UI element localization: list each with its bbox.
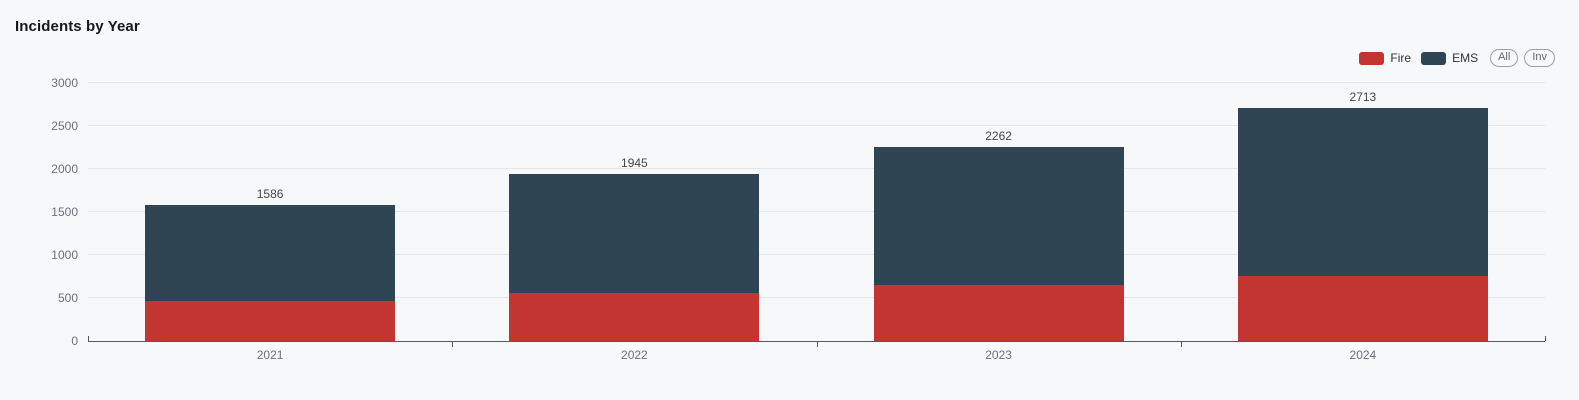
axis-tick — [816, 342, 818, 347]
gridline — [88, 254, 1545, 255]
legend: Fire EMS All Inv — [1359, 49, 1555, 67]
axis-end-tick — [88, 336, 89, 341]
y-axis-label: 2500 — [51, 119, 78, 133]
bar-2022-fire-segment[interactable] — [509, 293, 760, 341]
x-axis-line — [88, 341, 1545, 342]
bar-2024-fire-segment[interactable] — [1237, 275, 1488, 341]
bar-2023-ems-segment[interactable] — [873, 146, 1124, 285]
bar-total-label: 2713 — [1349, 89, 1377, 104]
x-axis-label: 2024 — [1349, 348, 1377, 362]
legend-item-label: Fire — [1390, 51, 1412, 65]
legend-swatch-ems-icon — [1421, 51, 1447, 65]
y-axis-label: 1500 — [51, 205, 78, 219]
y-axis-label: 2000 — [51, 162, 78, 176]
legend-select-inverse-button[interactable]: Inv — [1524, 49, 1555, 67]
bar-total-label: 2262 — [985, 128, 1012, 143]
y-axis-label: 0 — [71, 334, 78, 348]
y-axis-label: 500 — [57, 291, 78, 305]
gridline — [88, 211, 1545, 212]
x-axis-label: 2021 — [256, 348, 284, 362]
x-axis-label: 2023 — [985, 348, 1012, 362]
gridline — [88, 125, 1545, 126]
y-axis-label: 1000 — [51, 248, 78, 262]
legend-item-label: EMS — [1452, 51, 1479, 65]
axis-tick — [452, 342, 454, 347]
legend-item-ems[interactable]: EMS — [1421, 51, 1478, 65]
bar-total-label: 1586 — [256, 186, 284, 201]
legend-item-fire[interactable]: Fire — [1359, 51, 1411, 65]
gridline — [88, 168, 1545, 169]
x-axis-label: 2022 — [621, 348, 648, 362]
axis-end-tick — [1545, 336, 1546, 341]
gridline — [88, 297, 1545, 298]
bar-2024-ems-segment[interactable] — [1237, 107, 1488, 276]
axis-tick — [1180, 342, 1182, 347]
y-axis-label: 3000 — [51, 76, 78, 90]
bar-2021-fire-segment[interactable] — [145, 301, 396, 341]
bar-2023-fire-segment[interactable] — [873, 284, 1124, 341]
bar-2022-ems-segment[interactable] — [509, 173, 760, 294]
bar-total-label: 1945 — [621, 155, 648, 170]
bar-2021-ems-segment[interactable] — [145, 204, 396, 302]
plot-area: 0 500 1000 1500 2000 2500 3000 1586 2021 1945 2022… — [51, 76, 1546, 362]
legend-swatch-fire-icon — [1359, 51, 1385, 65]
gridline — [88, 82, 1545, 83]
legend-selector: All Inv — [1490, 49, 1555, 67]
legend-select-all-button[interactable]: All — [1490, 49, 1519, 67]
chart-title: Incidents by Year — [15, 18, 140, 35]
